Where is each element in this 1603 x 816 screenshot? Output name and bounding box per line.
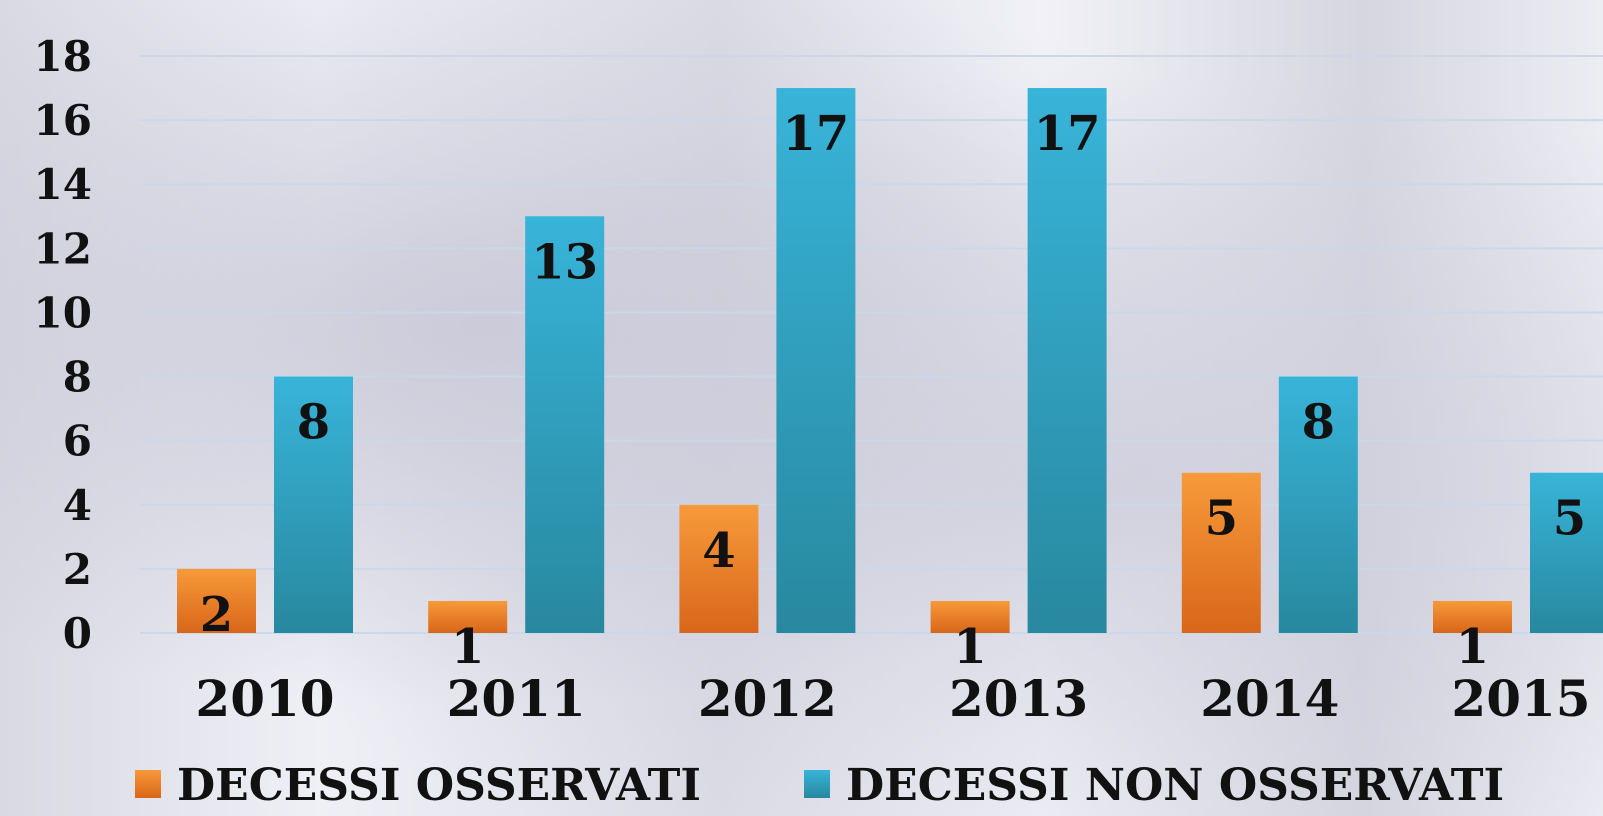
bar-not-observed <box>1027 88 1107 634</box>
legend-label: DECESSI NON OSSERVATI <box>846 760 1504 811</box>
x-tick-label: 2015 <box>1451 669 1590 728</box>
data-label: 17 <box>783 106 850 162</box>
data-label: 8 <box>297 395 330 451</box>
y-tick-label: 2 <box>63 545 92 594</box>
data-label: 13 <box>531 234 598 290</box>
bars: 2 8 1 13 4 17 1 17 5 8 1 5 <box>177 88 1603 675</box>
x-axis: 2010 2011 2012 2013 2014 2015 <box>195 669 1590 728</box>
data-label: 1 <box>953 619 986 675</box>
data-label: 5 <box>1553 491 1586 547</box>
x-tick-label: 2014 <box>1200 669 1339 728</box>
y-axis: 0 2 4 6 8 10 12 14 16 18 <box>34 32 92 658</box>
data-label: 17 <box>1034 106 1101 162</box>
y-tick-label: 12 <box>34 224 92 273</box>
data-label: 8 <box>1302 395 1335 451</box>
bar-observed <box>930 600 1010 633</box>
y-tick-label: 6 <box>63 417 92 466</box>
legend-swatch-observed <box>135 770 161 798</box>
gridlines <box>140 55 1603 634</box>
legend: DECESSI OSSERVATI DECESSI NON OSSERVATI <box>135 760 1504 811</box>
bar-observed <box>1433 600 1512 633</box>
bar-observed <box>1181 472 1261 633</box>
legend-swatch-not-observed <box>804 770 830 798</box>
y-tick-label: 10 <box>34 288 92 337</box>
data-label: 1 <box>451 619 484 675</box>
y-tick-label: 14 <box>34 160 92 209</box>
data-label: 5 <box>1205 491 1238 547</box>
x-tick-label: 2011 <box>447 669 586 728</box>
bar-observed <box>679 504 759 633</box>
bar-not-observed <box>776 88 856 634</box>
x-tick-label: 2013 <box>949 669 1088 728</box>
data-label: 1 <box>1456 619 1489 675</box>
bar-observed <box>177 568 256 633</box>
y-tick-label: 4 <box>63 481 92 530</box>
y-tick-label: 18 <box>34 32 92 81</box>
legend-label: DECESSI OSSERVATI <box>177 760 701 811</box>
y-tick-label: 16 <box>34 96 92 145</box>
bar-not-observed <box>274 376 353 633</box>
x-tick-label: 2010 <box>195 669 334 728</box>
bar-not-observed <box>1530 472 1603 633</box>
x-tick-label: 2012 <box>698 669 837 728</box>
data-label: 2 <box>200 587 233 643</box>
bar-not-observed <box>1278 376 1358 633</box>
bar-not-observed <box>525 216 605 633</box>
y-tick-label: 8 <box>63 353 92 402</box>
data-label: 4 <box>702 523 735 579</box>
y-tick-label: 0 <box>63 609 92 658</box>
bar-observed <box>428 600 508 633</box>
